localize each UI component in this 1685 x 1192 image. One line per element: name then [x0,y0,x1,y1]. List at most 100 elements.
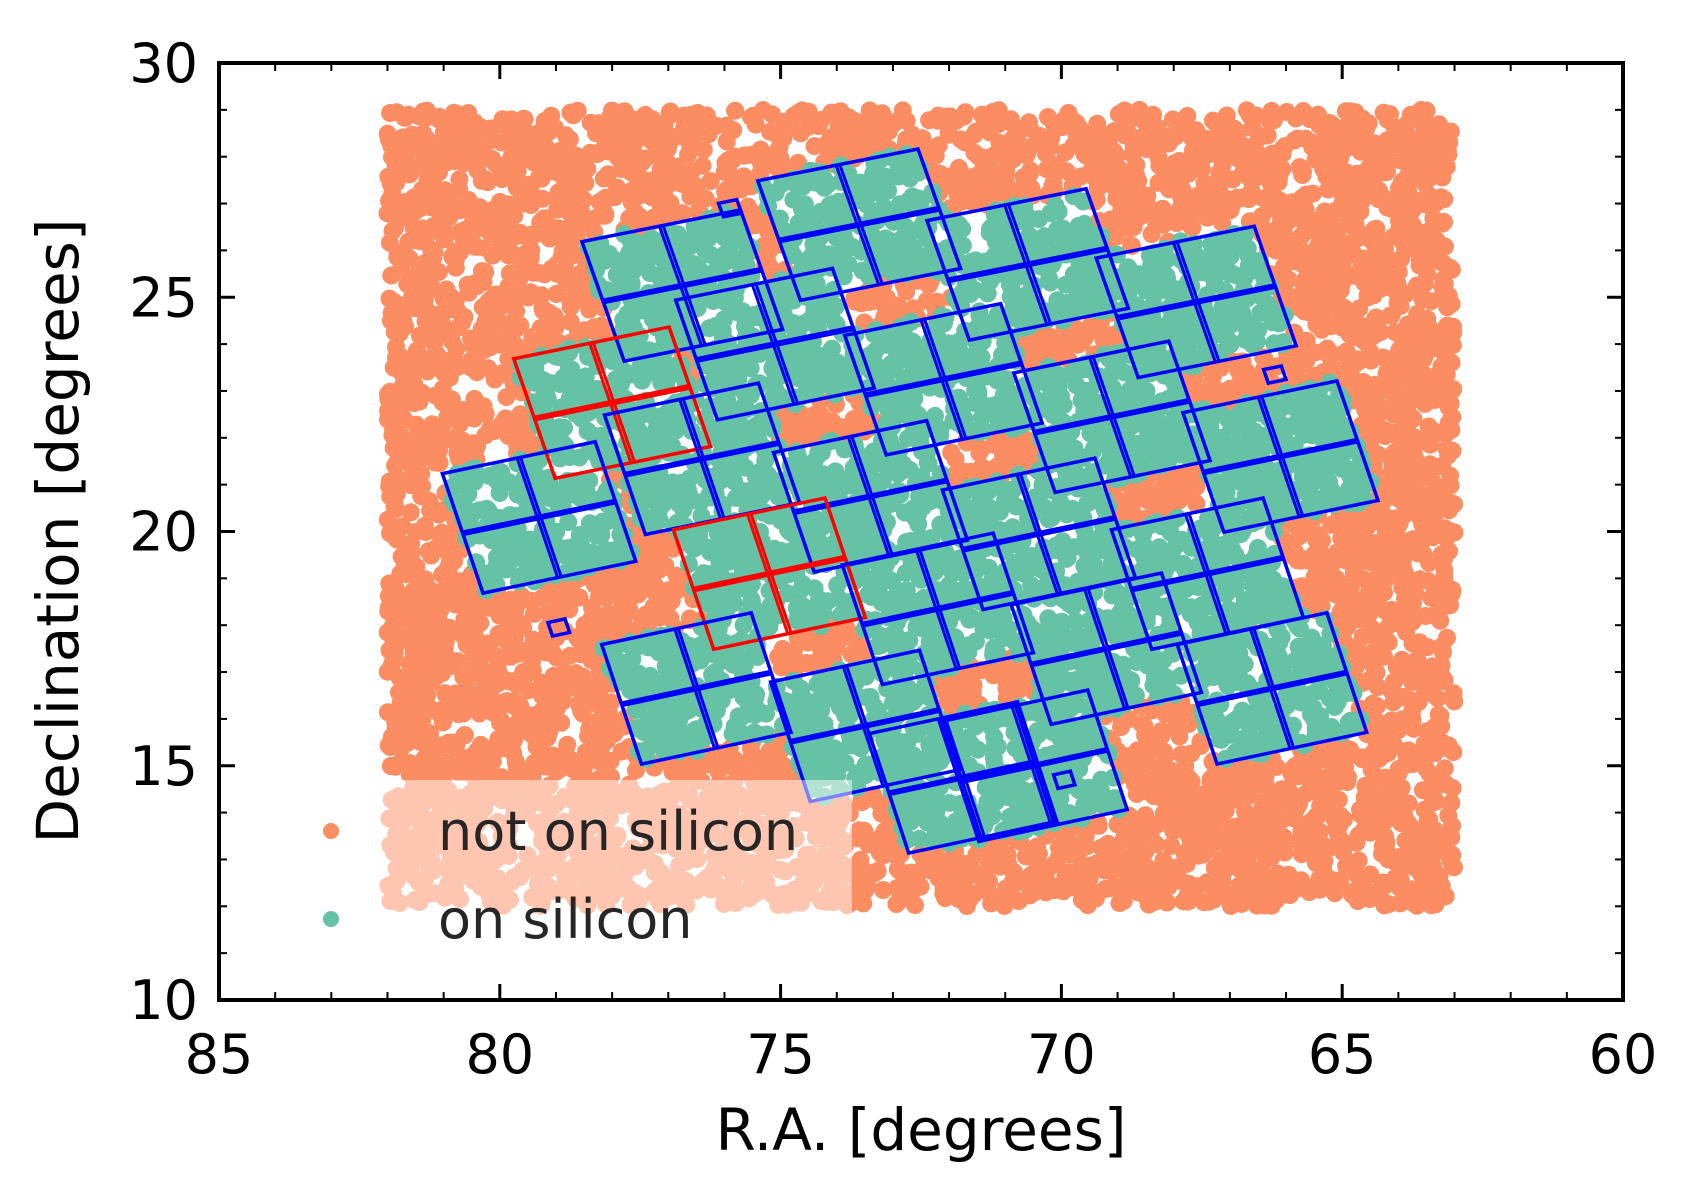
point-not-on-silicon-4883 [1003,130,1022,149]
point-not-on-silicon-4758 [544,746,562,765]
point-not-on-silicon-4092 [1374,236,1392,254]
point-not-on-silicon-4726 [1295,517,1314,536]
point-not-on-silicon-4746 [1358,416,1377,435]
point-not-on-silicon-1821 [1445,692,1464,711]
point-not-on-silicon-4713 [582,609,601,628]
point-not-on-silicon-4509 [612,742,631,761]
point-not-on-silicon-4002 [418,302,437,321]
point-not-on-silicon-4257 [548,200,567,219]
point-not-on-silicon-4566 [434,123,453,142]
point-not-on-silicon-4433 [516,122,535,141]
point-not-on-silicon-4787 [1412,331,1430,350]
point-not-on-silicon-4259 [605,112,624,131]
point-not-on-silicon-4540 [1417,876,1436,895]
point-not-on-silicon-4676 [454,401,473,419]
point-not-on-silicon-4607 [693,156,712,175]
point-not-on-silicon-4032 [1286,362,1304,380]
point-not-on-silicon-4724 [965,865,984,884]
point-not-on-silicon-3231 [1439,145,1458,164]
point-not-on-silicon-4849 [1366,375,1384,394]
point-not-on-silicon-4279 [1364,326,1383,345]
point-not-on-silicon-4714 [1225,119,1244,138]
point-not-on-silicon-3785 [1387,190,1406,209]
point-not-on-silicon-4693 [1231,816,1250,835]
point-not-on-silicon-4804 [1410,238,1429,257]
point-not-on-silicon-3952 [1369,190,1388,209]
point-not-on-silicon-3349 [906,896,924,915]
point-not-on-silicon-4646 [664,758,683,777]
point-not-on-silicon-4524 [1173,179,1192,198]
point-not-on-silicon-3933 [1368,577,1387,596]
point-not-on-silicon-4292 [1009,440,1028,459]
point-not-on-silicon-3643 [386,713,405,731]
point-not-on-silicon-4885 [1386,534,1405,552]
point-not-on-silicon-4811 [791,124,810,143]
point-not-on-silicon-4422 [531,707,550,726]
point-not-on-silicon-4608 [873,104,892,123]
point-not-on-silicon-4666 [1392,814,1411,833]
point-not-on-silicon-4869 [401,503,420,522]
point-not-on-silicon-4423 [1399,794,1418,813]
point-not-on-silicon-4439 [440,619,459,637]
point-not-on-silicon-4858 [1205,204,1224,223]
point-not-on-silicon-4558 [1112,883,1131,902]
point-not-on-silicon-3551 [407,557,426,576]
point-not-on-silicon-201 [497,388,516,407]
point-not-on-silicon-4151 [504,312,522,331]
point-not-on-silicon-4102 [1436,319,1454,338]
point-not-on-silicon-4648 [498,195,517,214]
point-not-on-silicon-4644 [1174,892,1193,911]
point-not-on-silicon-4345 [535,729,554,748]
point-not-on-silicon-4754 [1353,647,1372,666]
point-not-on-silicon-4659 [1328,873,1347,892]
point-not-on-silicon-4536 [1038,873,1057,892]
point-not-on-silicon-4793 [1398,461,1417,480]
point-not-on-silicon-3418 [1429,705,1448,724]
point-not-on-silicon-3745 [568,101,587,120]
point-not-on-silicon-3221 [1280,886,1299,905]
point-not-on-silicon-4805 [1439,286,1458,305]
point-not-on-silicon-4816 [724,758,743,777]
point-not-on-silicon-3612 [1175,758,1194,777]
point-not-on-silicon-4753 [1352,805,1370,824]
point-not-on-silicon-4571 [599,128,618,147]
point-not-on-silicon-3865 [1268,190,1287,209]
point-not-on-silicon-4159 [386,426,405,445]
point-not-on-silicon-3562 [625,203,644,221]
point-not-on-silicon-4698 [480,119,499,138]
point-not-on-silicon-4518 [1332,275,1351,293]
point-not-on-silicon-4406 [1351,123,1370,142]
point-not-on-silicon-3648 [1290,158,1309,177]
point-not-on-silicon-3604 [1428,424,1447,442]
point-not-on-silicon-2003 [1277,103,1296,121]
point-not-on-silicon-2059 [378,510,397,529]
point-not-on-silicon-4040 [387,103,406,122]
point-not-on-silicon-4203 [1338,164,1357,183]
point-not-on-silicon-3940 [648,591,667,610]
point-not-on-silicon-4508 [382,136,401,155]
point-not-on-silicon-4876 [1305,591,1324,610]
point-not-on-silicon-4695 [528,756,547,775]
point-not-on-silicon-4800 [547,648,566,667]
point-not-on-silicon-3891 [1365,310,1384,329]
point-not-on-silicon-4397 [1078,896,1097,915]
point-not-on-silicon-4833 [457,681,476,700]
point-not-on-silicon-4533 [1305,343,1324,362]
point-not-on-silicon-1408 [1403,634,1422,653]
point-not-on-silicon-2725 [1144,787,1163,806]
point-not-on-silicon-4831 [1395,563,1414,582]
point-not-on-silicon-4492 [404,219,423,237]
point-not-on-silicon-3185 [1185,125,1204,143]
point-not-on-silicon-4840 [930,857,949,876]
point-not-on-silicon-4873 [812,643,831,662]
point-not-on-silicon-4320 [1429,581,1448,600]
point-not-on-silicon-4460 [423,194,442,213]
point-not-on-silicon-3172 [620,599,639,618]
point-not-on-silicon-4878 [1184,806,1203,824]
point-not-on-silicon-4611 [1022,881,1041,899]
point-not-on-silicon-4669 [989,101,1008,120]
point-not-on-silicon-3474 [763,105,782,124]
point-not-on-silicon-4722 [1313,317,1331,336]
point-not-on-silicon-4454 [386,194,405,212]
